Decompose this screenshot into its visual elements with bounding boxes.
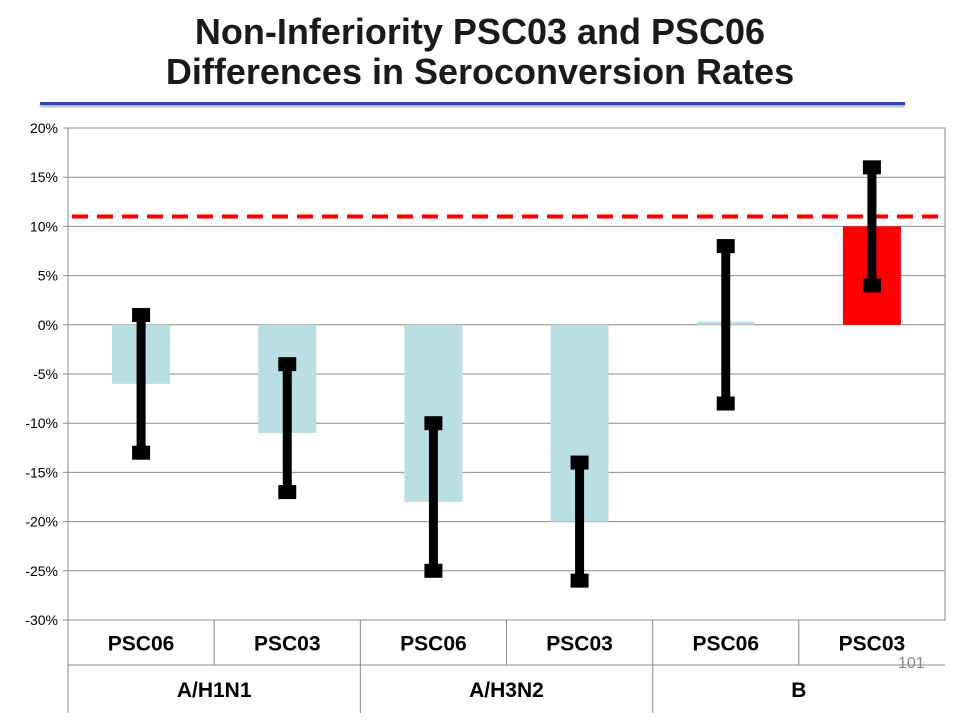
- group-label: A/H3N2: [469, 679, 544, 702]
- title-line-2: Differences in Seroconversion Rates: [165, 51, 795, 92]
- error-bar-cap-high: [570, 455, 589, 470]
- y-tick-label: 5%: [38, 268, 58, 284]
- y-tick-label: -30%: [25, 612, 58, 628]
- y-tick-label: 10%: [30, 218, 58, 234]
- category-label: PSC06: [400, 633, 467, 656]
- error-bar-cap-low: [716, 396, 735, 411]
- y-tick-label: 20%: [30, 120, 58, 136]
- error-bar-cap-low: [278, 485, 297, 500]
- slide-number: 101: [898, 655, 925, 672]
- group-label: B: [791, 679, 806, 702]
- title-line-1: Non-Inferiority PSC03 and PSC06: [194, 11, 766, 52]
- error-bar-cap-high: [716, 239, 735, 254]
- y-tick-label: 0%: [38, 317, 58, 333]
- category-label: PSC06: [108, 633, 175, 656]
- category-label: PSC03: [546, 633, 613, 656]
- error-bar-cap-high: [278, 357, 297, 372]
- y-tick-label: -20%: [25, 514, 58, 530]
- category-label: PSC06: [692, 633, 759, 656]
- error-bar-cap-high: [424, 416, 443, 431]
- y-tick-label: -25%: [25, 563, 58, 579]
- group-label: A/H1N1: [177, 679, 252, 702]
- error-bar-cap-low: [862, 278, 881, 293]
- title-underline: [40, 102, 905, 105]
- error-bar-cap-high: [132, 307, 151, 322]
- category-label: PSC03: [839, 633, 906, 656]
- error-bar-cap-low: [132, 445, 151, 460]
- category-label: PSC03: [254, 633, 321, 656]
- chart-title: Non-Inferiority PSC03 and PSC06 Differen…: [0, 12, 960, 92]
- error-bar-cap-high: [862, 160, 881, 175]
- y-tick-label: 15%: [30, 169, 58, 185]
- error-bar-cap-low: [424, 563, 443, 578]
- y-tick-label: -15%: [25, 464, 58, 480]
- error-bar-cap-low: [570, 573, 589, 588]
- y-tick-label: -10%: [25, 415, 58, 431]
- y-tick-label: -5%: [33, 366, 58, 382]
